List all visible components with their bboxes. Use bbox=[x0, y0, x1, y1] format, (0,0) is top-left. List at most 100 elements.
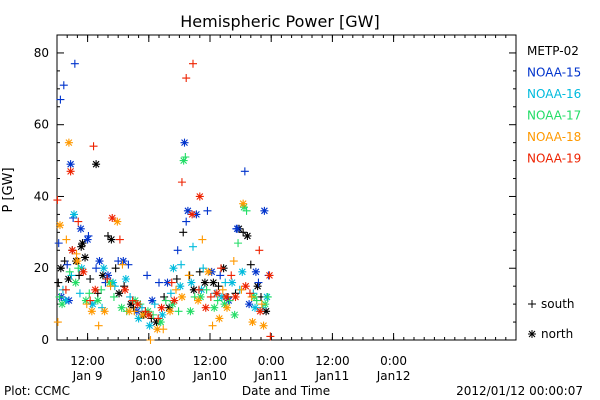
noaa-16-north-point bbox=[145, 321, 154, 330]
metp-02-north-point bbox=[92, 160, 101, 169]
metp-02-south-point bbox=[195, 267, 204, 276]
x-tick-label: 0:00 bbox=[135, 354, 162, 368]
x-tick-date-label: Jan11 bbox=[253, 369, 288, 383]
legend-item: NOAA-15 bbox=[527, 66, 581, 80]
metp-02-north-point bbox=[253, 282, 262, 291]
chart-title: Hemispheric Power [GW] bbox=[180, 12, 379, 31]
x-axis-label: Date and Time bbox=[242, 384, 330, 398]
metp-02-north-point bbox=[243, 231, 252, 240]
noaa-17-south-point bbox=[85, 289, 94, 298]
noaa-16-north-point bbox=[121, 275, 130, 283]
noaa-18-north-point bbox=[113, 217, 122, 226]
noaa-18-north-point bbox=[248, 318, 257, 327]
noaa-19-north-point bbox=[188, 210, 197, 219]
noaa-19-north-point bbox=[79, 267, 88, 276]
marker-legend-label: north bbox=[541, 327, 573, 341]
noaa-17-north-point bbox=[71, 278, 80, 287]
metp-02-north-point bbox=[209, 278, 218, 287]
noaa-19-south-point bbox=[255, 246, 264, 255]
noaa-16-south-point bbox=[221, 278, 230, 287]
noaa-19-north-point bbox=[108, 214, 117, 222]
x-tick-date-label: Jan 9 bbox=[72, 369, 103, 383]
noaa-15-south-point bbox=[182, 217, 191, 226]
noaa-19-north-point bbox=[241, 282, 250, 291]
noaa-17-south-point bbox=[213, 296, 222, 305]
noaa-18-south-point bbox=[218, 285, 227, 294]
metp-02-north-point bbox=[115, 289, 124, 298]
metp-02-south-point bbox=[214, 282, 223, 291]
noaa-16-north-point bbox=[176, 282, 185, 291]
north-marker-icon bbox=[528, 330, 536, 338]
noaa-17-south-point bbox=[161, 296, 170, 305]
legend-item: NOAA-17 bbox=[527, 109, 581, 123]
noaa-15-north-point bbox=[76, 224, 85, 233]
metp-02-north-point bbox=[107, 235, 116, 244]
legend: METP-02 NOAA-15 NOAA-16 NOAA-17 NOAA-18 NOAA-… bbox=[527, 44, 581, 166]
metp-02-south-point bbox=[239, 228, 248, 237]
noaa-17-north-point bbox=[186, 307, 195, 316]
noaa-18-north-point bbox=[239, 199, 248, 208]
noaa-15-south-point bbox=[59, 81, 68, 90]
noaa-15-north-point bbox=[83, 235, 92, 244]
x-tick-date-label: Jan10 bbox=[131, 369, 166, 383]
noaa-15-south-point bbox=[143, 271, 152, 280]
noaa-17-north-point bbox=[210, 303, 219, 312]
noaa-16-north-point bbox=[61, 296, 70, 305]
noaa-17-south-point bbox=[65, 267, 74, 276]
noaa-17-north-point bbox=[240, 203, 248, 212]
y-tick-label: 20 bbox=[34, 261, 49, 275]
noaa-18-north-point bbox=[73, 257, 82, 266]
noaa-18-south-point bbox=[184, 271, 193, 280]
noaa-18-south-point bbox=[118, 260, 127, 269]
noaa-16-north-point bbox=[187, 278, 196, 287]
noaa-17-south-point bbox=[225, 296, 234, 305]
noaa-19-north-point bbox=[195, 192, 204, 201]
noaa-19-north-point bbox=[157, 303, 166, 312]
noaa-16-north-point bbox=[99, 264, 108, 273]
plot-frame bbox=[56, 34, 517, 341]
metp-02-north-point bbox=[152, 318, 161, 327]
data-markers bbox=[53, 59, 275, 344]
noaa-15-south-point bbox=[173, 246, 182, 255]
noaa-19-south-point bbox=[177, 178, 186, 187]
noaa-16-north-point bbox=[158, 310, 167, 319]
noaa-19-south-point bbox=[245, 289, 254, 298]
noaa-19-south-point bbox=[167, 278, 176, 287]
y-tick-label: 40 bbox=[34, 189, 49, 203]
noaa-18-north-point bbox=[64, 138, 73, 147]
x-tick-label: 0:00 bbox=[258, 354, 285, 368]
noaa-16-south-point bbox=[189, 242, 197, 251]
noaa-17-north-point bbox=[93, 296, 102, 305]
noaa-18-north-point bbox=[166, 307, 175, 316]
noaa-19-north-point bbox=[66, 167, 75, 176]
noaa-15-north-point bbox=[183, 206, 192, 215]
metp-02-south-point bbox=[246, 260, 255, 269]
noaa-17-south-point bbox=[174, 307, 183, 316]
noaa-16-south-point bbox=[166, 289, 175, 298]
noaa-15-north-point bbox=[233, 224, 242, 233]
noaa-18-north-point bbox=[100, 307, 109, 316]
noaa-19-south-point bbox=[74, 217, 83, 226]
noaa-19-north-point bbox=[201, 303, 210, 312]
noaa-19-south-point bbox=[103, 275, 112, 283]
noaa-15-north-point bbox=[180, 138, 189, 147]
noaa-19-north-point bbox=[231, 292, 240, 301]
metp-02-south-point bbox=[160, 292, 169, 301]
legend-item: NOAA-19 bbox=[527, 152, 581, 166]
noaa-15-south-point bbox=[54, 239, 63, 248]
noaa-19-south-point bbox=[86, 296, 95, 305]
noaa-16-north-point bbox=[88, 300, 97, 309]
noaa-15-north-point bbox=[192, 210, 201, 219]
metp-02-south-point bbox=[179, 228, 188, 237]
noaa-17-north-point bbox=[105, 278, 114, 287]
noaa-18-south-point bbox=[229, 257, 238, 266]
x-tick-label: 12:00 bbox=[193, 354, 228, 368]
metp-02-north-point bbox=[165, 303, 174, 312]
south-marker-icon bbox=[528, 300, 536, 308]
noaa-18-north-point bbox=[215, 314, 224, 323]
noaa-16-south-point bbox=[138, 303, 146, 312]
noaa-19-north-point bbox=[256, 307, 265, 316]
noaa-18-north-point bbox=[259, 321, 268, 330]
